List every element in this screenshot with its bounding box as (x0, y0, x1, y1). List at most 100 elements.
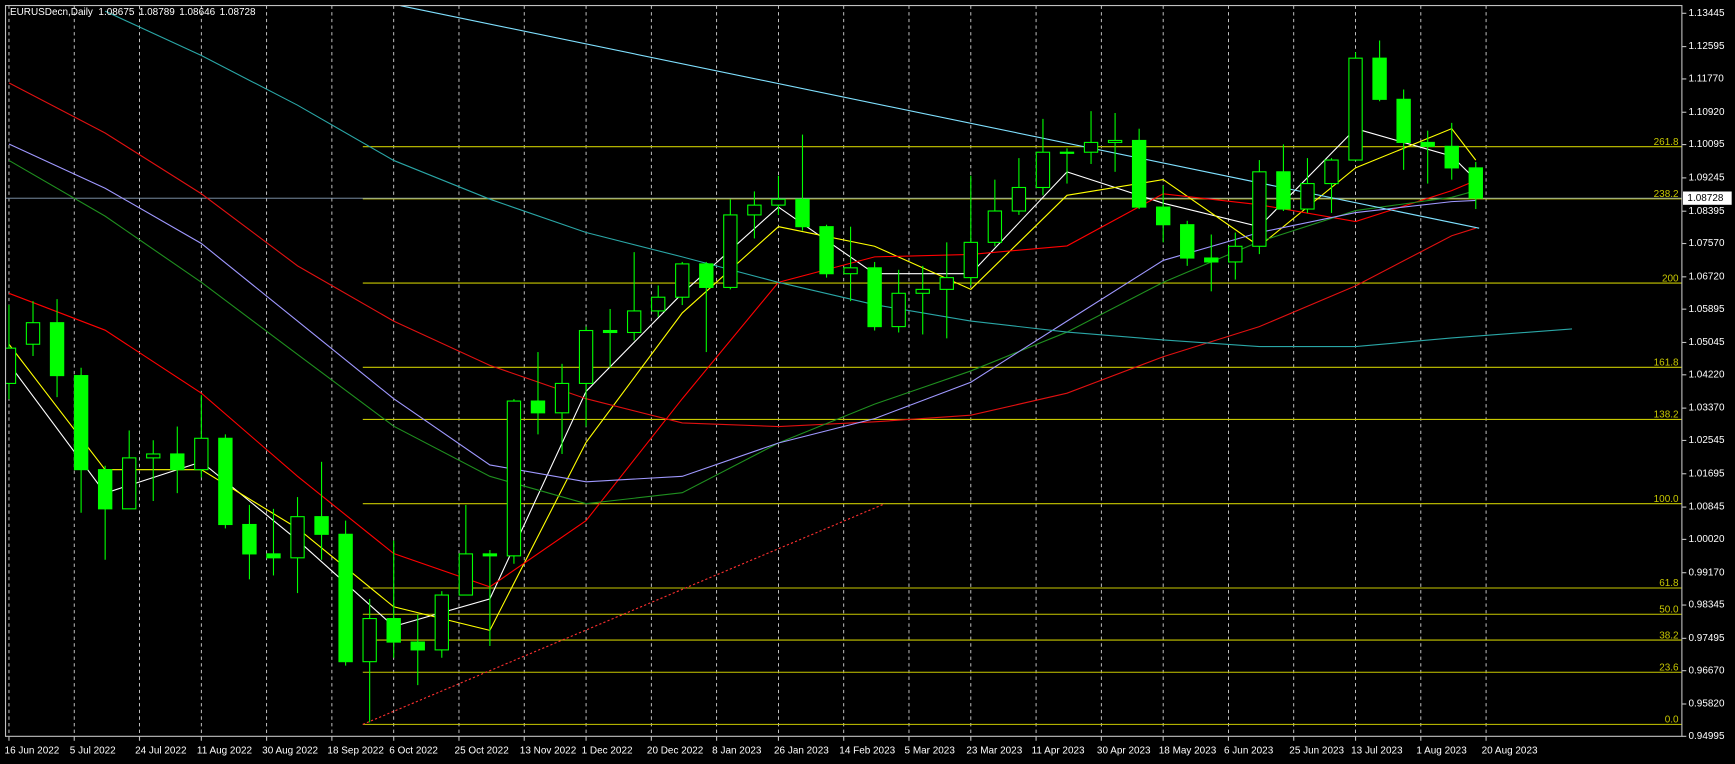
grid-layer (8, 5, 1487, 737)
candle-body (554, 382, 570, 414)
candle-body (266, 553, 281, 559)
candle-body (1204, 257, 1219, 263)
candle-body (218, 437, 233, 526)
candle-body (410, 641, 425, 651)
candle-body (771, 198, 786, 206)
fibo-label: 238.2 (1654, 189, 1679, 200)
fibo-label: 38.2 (1659, 630, 1679, 641)
x-tick-label: 30 Aug 2022 (262, 745, 318, 756)
candle-body (651, 296, 666, 312)
y-tick-label: 1.10920 (1689, 107, 1725, 118)
fibo-label: 161.8 (1654, 358, 1679, 369)
candle-body (795, 198, 810, 228)
y-tick-label: 0.98345 (1689, 600, 1725, 611)
moving-average (104, 10, 1573, 348)
candle-body (699, 263, 714, 288)
candle-body (1324, 159, 1339, 185)
candle-body (1468, 167, 1483, 199)
y-tick-label: 1.01695 (1689, 468, 1725, 479)
price-box-label: 1.08728 (1687, 193, 1723, 204)
y-tick-label: 0.95820 (1689, 699, 1725, 710)
candle-body (1180, 224, 1195, 259)
y-tick-label: 1.11770 (1689, 74, 1725, 85)
candle-body (338, 533, 353, 663)
x-tick-label: 25 Jun 2023 (1289, 745, 1344, 756)
x-tick-label: 5 Jul 2022 (70, 745, 116, 756)
moving-average (8, 127, 1477, 631)
last-close: 1.08728 (220, 7, 256, 18)
x-tick-label: 11 Aug 2022 (197, 745, 253, 756)
y-tick-label: 1.10095 (1689, 139, 1725, 150)
candle-body (458, 553, 474, 596)
candle-body (170, 453, 185, 471)
candle-body (723, 214, 738, 288)
candle-body (1107, 139, 1123, 143)
symbol-title: EURUSDecn,Daily (10, 7, 93, 18)
candle-body (1396, 98, 1411, 143)
candle-body (939, 277, 954, 290)
candle-body (314, 516, 329, 535)
x-tick-label: 18 May 2023 (1159, 745, 1217, 756)
candle-body (290, 516, 305, 559)
x-tick-label: 8 Jan 2023 (712, 745, 762, 756)
y-tick-label: 1.08395 (1689, 206, 1725, 217)
candle-body (1300, 183, 1315, 210)
moving-average (8, 82, 1476, 428)
candle-body (987, 210, 1003, 243)
fibo-label: 200 (1662, 273, 1679, 284)
candle-body (578, 329, 594, 384)
y-tick-label: 1.02545 (1689, 435, 1725, 446)
fibo-label: 261.8 (1654, 137, 1679, 148)
trendline (362, 503, 886, 725)
candle-body (1252, 171, 1267, 247)
fibo-label: 50.0 (1659, 604, 1679, 615)
x-tick-label: 26 Jan 2023 (774, 745, 829, 756)
fibo-label: 0.0 (1665, 715, 1679, 726)
candle-body (867, 267, 882, 328)
x-tick-label: 25 Oct 2022 (455, 745, 510, 756)
x-tick-label: 5 Mar 2023 (905, 745, 956, 756)
last-low: 1.08646 (179, 7, 215, 18)
candle-body (146, 453, 161, 459)
candle-body (963, 241, 979, 279)
candle-body (1059, 151, 1075, 154)
y-tick-label: 0.94995 (1689, 731, 1725, 742)
y-tick-label: 1.03370 (1689, 403, 1725, 414)
x-tick-label: 1 Aug 2023 (1416, 745, 1467, 756)
last-open: 1.08675 (98, 7, 134, 18)
candle-body (506, 400, 522, 557)
y-tick-label: 0.96670 (1689, 665, 1725, 676)
fibo-label: 61.8 (1659, 578, 1679, 589)
x-tick-label: 6 Jun 2023 (1224, 745, 1274, 756)
y-tick-label: 0.99170 (1689, 567, 1725, 578)
candle-body (915, 288, 930, 294)
y-tick-label: 1.00020 (1689, 534, 1725, 545)
candle-body (747, 204, 762, 216)
candle-body (362, 618, 377, 663)
candle-body (1372, 57, 1387, 100)
y-tick-label: 1.05895 (1689, 304, 1725, 315)
candle-body (843, 267, 858, 275)
fibo-label: 100.0 (1654, 494, 1679, 505)
x-tick-label: 24 Jul 2022 (135, 745, 187, 756)
x-tick-label: 14 Feb 2023 (839, 745, 895, 756)
candle-body (626, 310, 642, 334)
x-tick-label: 13 Nov 2022 (520, 745, 577, 756)
y-tick-label: 1.06720 (1689, 271, 1725, 282)
moving-average (8, 143, 1476, 483)
trendline (400, 5, 1480, 229)
candle-body (602, 329, 618, 334)
candle-body (675, 263, 690, 298)
x-tick-label: 30 Apr 2023 (1097, 745, 1151, 756)
x-tick-label: 6 Oct 2022 (389, 745, 438, 756)
candle-body (73, 375, 89, 471)
candle-body (819, 226, 834, 275)
candle-body (1083, 141, 1099, 153)
last-high: 1.08789 (139, 7, 175, 18)
candle-body (434, 594, 449, 651)
candle-body (1276, 171, 1291, 210)
candle-body (1348, 57, 1363, 161)
